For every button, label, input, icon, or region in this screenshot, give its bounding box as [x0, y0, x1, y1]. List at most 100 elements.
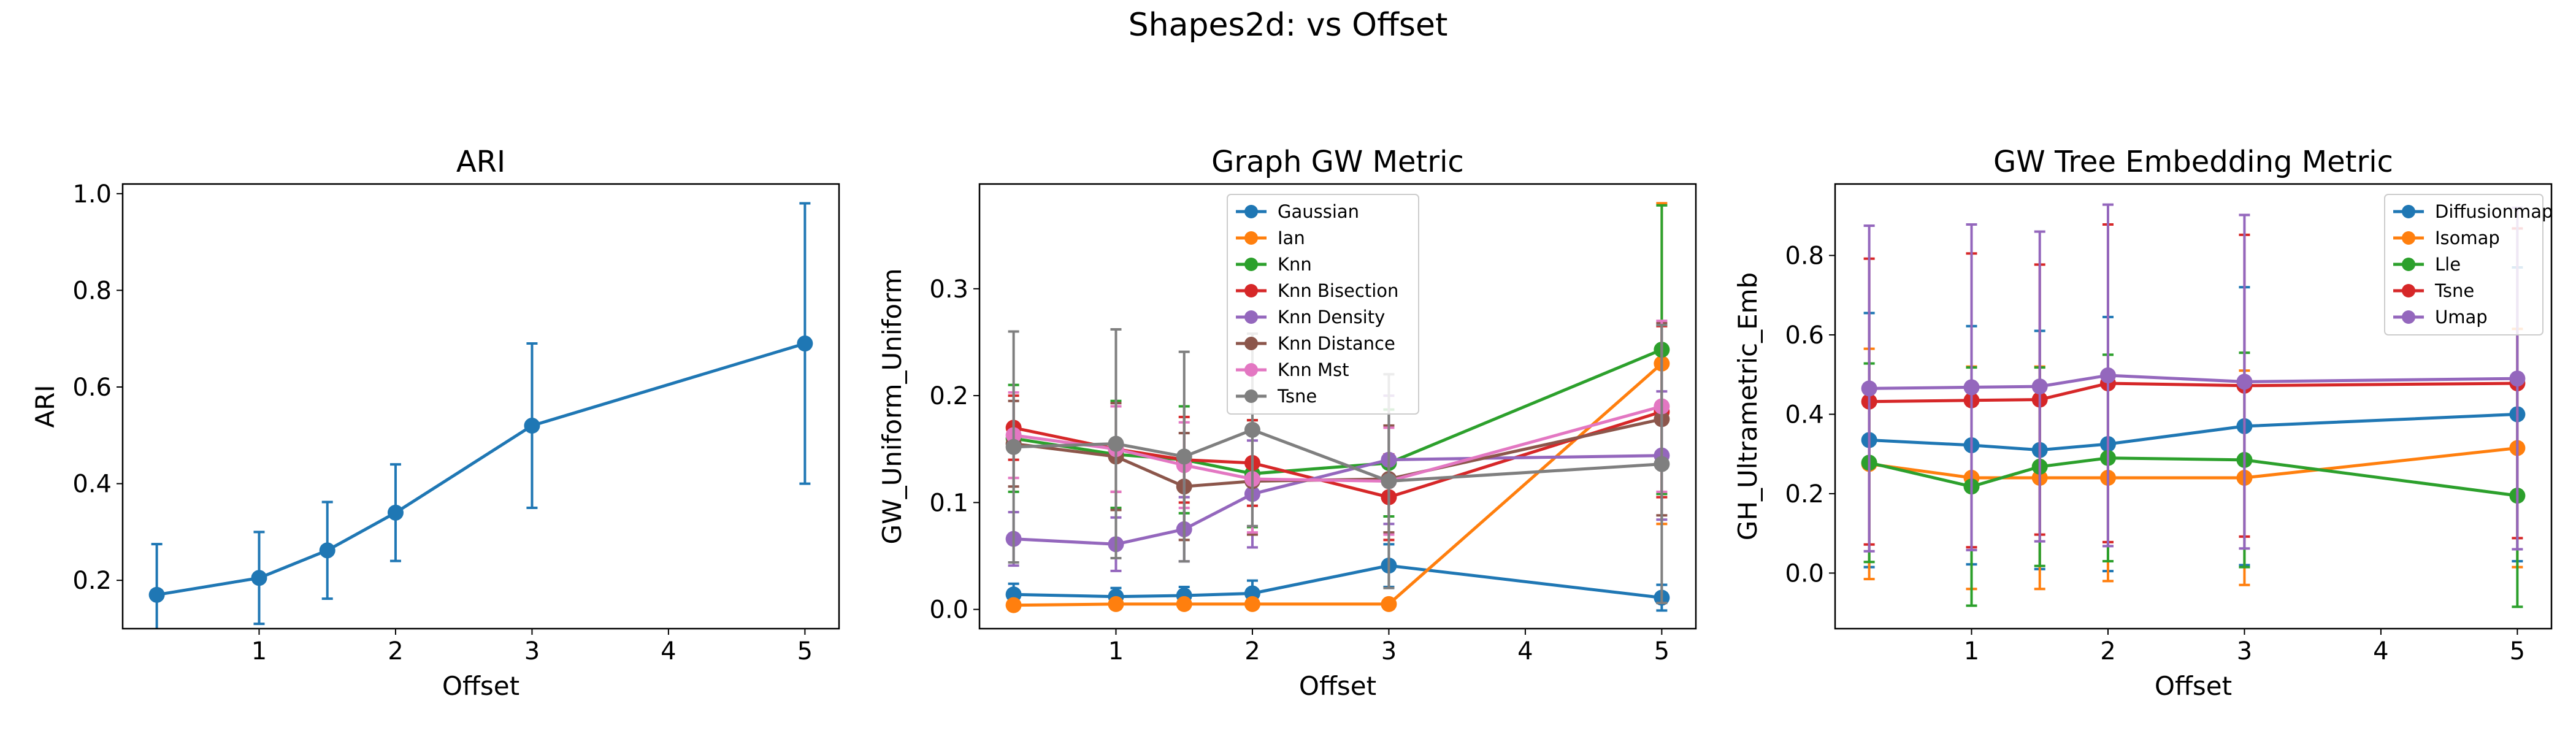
legend-label: Isomap: [2435, 228, 2500, 248]
data-point: [1176, 448, 1192, 465]
legend-label: Knn Distance: [1278, 333, 1395, 354]
legend-item: Tsne: [1236, 386, 1317, 407]
legend-item: Diffusionmap: [2393, 201, 2553, 222]
x-tick-label: 3: [1381, 637, 1397, 665]
y-tick-label: 0.2: [1785, 480, 1824, 508]
axes-frame: [978, 183, 1697, 630]
legend-label: Knn: [1278, 254, 1312, 275]
y-tick-label: 0.2: [929, 382, 968, 410]
y-tick-label: 0.4: [72, 470, 112, 499]
legend-swatch-marker: [2402, 258, 2415, 271]
series-line: [1013, 564, 1662, 599]
series-line: [1869, 456, 2518, 497]
chart-title: ARI: [456, 145, 505, 179]
x-axis-label: Offset: [442, 671, 519, 701]
x-tick-label: 4: [661, 637, 676, 665]
legend-swatch-marker: [1244, 231, 1258, 245]
x-tick-label: 2: [2100, 637, 2115, 665]
y-tick-label: 1.0: [72, 180, 112, 209]
legend-item: Knn Density: [1236, 307, 1385, 328]
data-point: [1963, 379, 1980, 396]
legend-swatch-marker: [1244, 258, 1258, 271]
data-point: [1861, 380, 1877, 397]
legend-swatch-marker: [2402, 310, 2415, 324]
x-tick-label: 2: [388, 637, 403, 665]
legend-item: Gaussian: [1236, 201, 1359, 222]
data-point: [1244, 421, 1260, 438]
x-tick-label: 2: [1244, 637, 1260, 665]
legend-swatch-marker: [1244, 205, 1258, 218]
x-tick-label: 1: [1108, 637, 1124, 665]
legend-swatch-marker: [2402, 284, 2415, 297]
legend-label: Knn Bisection: [1278, 280, 1398, 301]
data-point: [1108, 596, 1124, 612]
series-line: [1869, 447, 2518, 480]
data-point: [1244, 596, 1260, 612]
data-point: [797, 335, 813, 352]
legend-item: Knn Bisection: [1236, 280, 1398, 301]
data-point: [148, 586, 165, 603]
legend-swatch-marker: [2402, 205, 2415, 218]
series-line: [1013, 454, 1662, 546]
series-1: [148, 202, 813, 629]
y-tick-label: 0.0: [1785, 559, 1824, 588]
axes-frame: [121, 183, 840, 630]
plot-area: [148, 202, 813, 629]
y-tick-label: 0.1: [929, 489, 968, 517]
y-tick-label: 0.6: [1785, 321, 1824, 350]
y-tick-label: 0.4: [1785, 401, 1824, 429]
legend-box: [2384, 194, 2543, 335]
data-point: [2236, 374, 2253, 390]
x-tick-label: 5: [797, 637, 813, 665]
plot-area: [1005, 202, 1670, 613]
x-tick-label: 4: [2373, 637, 2388, 665]
x-axis-label: Offset: [2155, 671, 2232, 701]
chart-panel-2: Graph GW Metric 1 2 3 4 5 0.0 0.1 0.2 0.3 Offset GW…: [877, 145, 1697, 701]
x-tick-label: 5: [2510, 637, 2525, 665]
chart-panel-1: ARI 1 2 3 4 5 0.2 0.4 0.6 0.8 1.0 Offset ARI: [30, 145, 840, 701]
y-tick-label: 0.8: [1785, 242, 1824, 270]
legend-label: Tsne: [1277, 386, 1317, 407]
series-line: [156, 342, 806, 597]
legend-label: Gaussian: [1278, 201, 1359, 222]
legend-item: Isomap: [2393, 228, 2500, 248]
x-tick-label: 3: [2237, 637, 2252, 665]
y-tick-label: 0.3: [929, 275, 968, 304]
legend-item: Ian: [1236, 228, 1305, 248]
legend-item: Knn Mst: [1236, 359, 1349, 380]
x-tick-label: 1: [251, 637, 267, 665]
data-point: [1381, 596, 1397, 612]
legend-swatch-marker: [1244, 363, 1258, 377]
data-point: [1381, 473, 1397, 489]
axes-frame: [1834, 183, 2553, 630]
legend-label: Umap: [2435, 307, 2488, 328]
data-point: [251, 570, 267, 586]
series-line: [1869, 374, 2518, 390]
y-tick-label: 0.0: [929, 596, 968, 624]
data-point: [1005, 597, 1022, 613]
data-point: [1108, 435, 1124, 452]
y-axis-label: GH_Ultrametric_Emb: [1733, 272, 1763, 540]
legend-label: Diffusionmap: [2435, 201, 2553, 222]
x-tick-label: 4: [1517, 637, 1533, 665]
legend-label: Lle: [2435, 254, 2461, 275]
legend-item: Lle: [2393, 254, 2461, 275]
legend-swatch-marker: [1244, 389, 1258, 403]
y-tick-label: 0.8: [72, 277, 112, 305]
chart-title: Graph GW Metric: [1211, 145, 1464, 179]
series-line: [1013, 428, 1662, 483]
legend-swatch-marker: [1244, 337, 1258, 350]
legend-swatch-marker: [1244, 284, 1258, 297]
data-point: [2031, 378, 2048, 395]
data-point: [1176, 596, 1192, 612]
legend-swatch-marker: [1244, 310, 1258, 324]
legend-label: Knn Density: [1278, 307, 1385, 328]
data-point: [319, 542, 335, 559]
chart-panel-3: GW Tree Embedding Metric 1 2 3 4 5 0.0 0.2 0.4 0.…: [1733, 145, 2553, 701]
data-point: [2099, 367, 2116, 384]
legend-box: [1227, 194, 1419, 415]
series-line: [1013, 348, 1663, 475]
data-point: [1654, 456, 1670, 472]
legend-item: Tsne: [2393, 280, 2474, 301]
